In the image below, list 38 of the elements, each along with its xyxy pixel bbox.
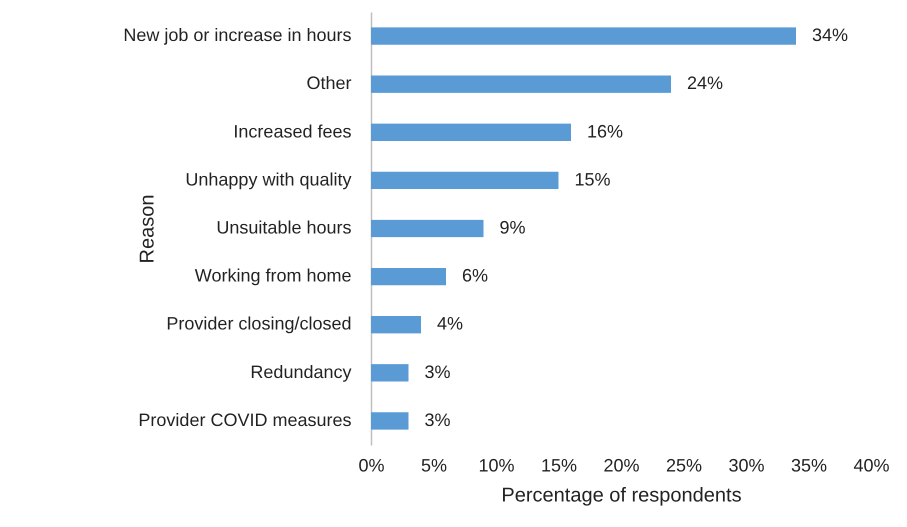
data-label: 24% xyxy=(687,73,724,94)
x-tick-label: 15% xyxy=(540,456,578,476)
x-tick-label: 40% xyxy=(853,456,890,476)
x-tick-label: 5% xyxy=(420,456,448,476)
data-label: 34% xyxy=(812,25,848,46)
bar xyxy=(371,412,408,430)
bar xyxy=(371,27,796,45)
bar xyxy=(371,316,421,334)
bar xyxy=(371,220,484,238)
y-tick-label: Provider COVID measures xyxy=(138,410,352,430)
y-tick-label: Redundancy xyxy=(250,362,352,382)
y-tick-label: Working from home xyxy=(194,266,352,286)
x-tick-label: 35% xyxy=(790,456,828,476)
y-tick-label: Increased fees xyxy=(233,121,352,142)
x-tick-label: 10% xyxy=(478,456,515,476)
data-label: 16% xyxy=(587,121,624,142)
data-label: 9% xyxy=(500,218,526,238)
data-label: 3% xyxy=(424,362,451,382)
bar xyxy=(371,364,408,382)
data-label: 4% xyxy=(437,314,464,334)
y-tick-label: New job or increase in hours xyxy=(123,25,352,46)
y-tick-label: Unhappy with quality xyxy=(185,169,352,190)
y-tick-label: Other xyxy=(306,73,352,94)
x-tick-label: 20% xyxy=(603,456,640,476)
data-label: 15% xyxy=(574,169,611,190)
x-axis-title: Percentage of respondents xyxy=(501,484,742,506)
y-tick-label: Unsuitable hours xyxy=(216,218,352,238)
y-tick-label: Provider closing/closed xyxy=(166,314,352,334)
x-tick-label: 30% xyxy=(728,456,765,476)
bar xyxy=(371,76,671,93)
data-label: 3% xyxy=(424,410,451,430)
bar xyxy=(371,124,571,141)
data-label: 6% xyxy=(462,266,488,286)
bar xyxy=(371,172,558,190)
bar xyxy=(371,268,446,286)
x-tick-label: 25% xyxy=(666,456,702,476)
x-tick-label: 0% xyxy=(358,456,385,476)
y-axis-title: Reason xyxy=(136,194,158,264)
